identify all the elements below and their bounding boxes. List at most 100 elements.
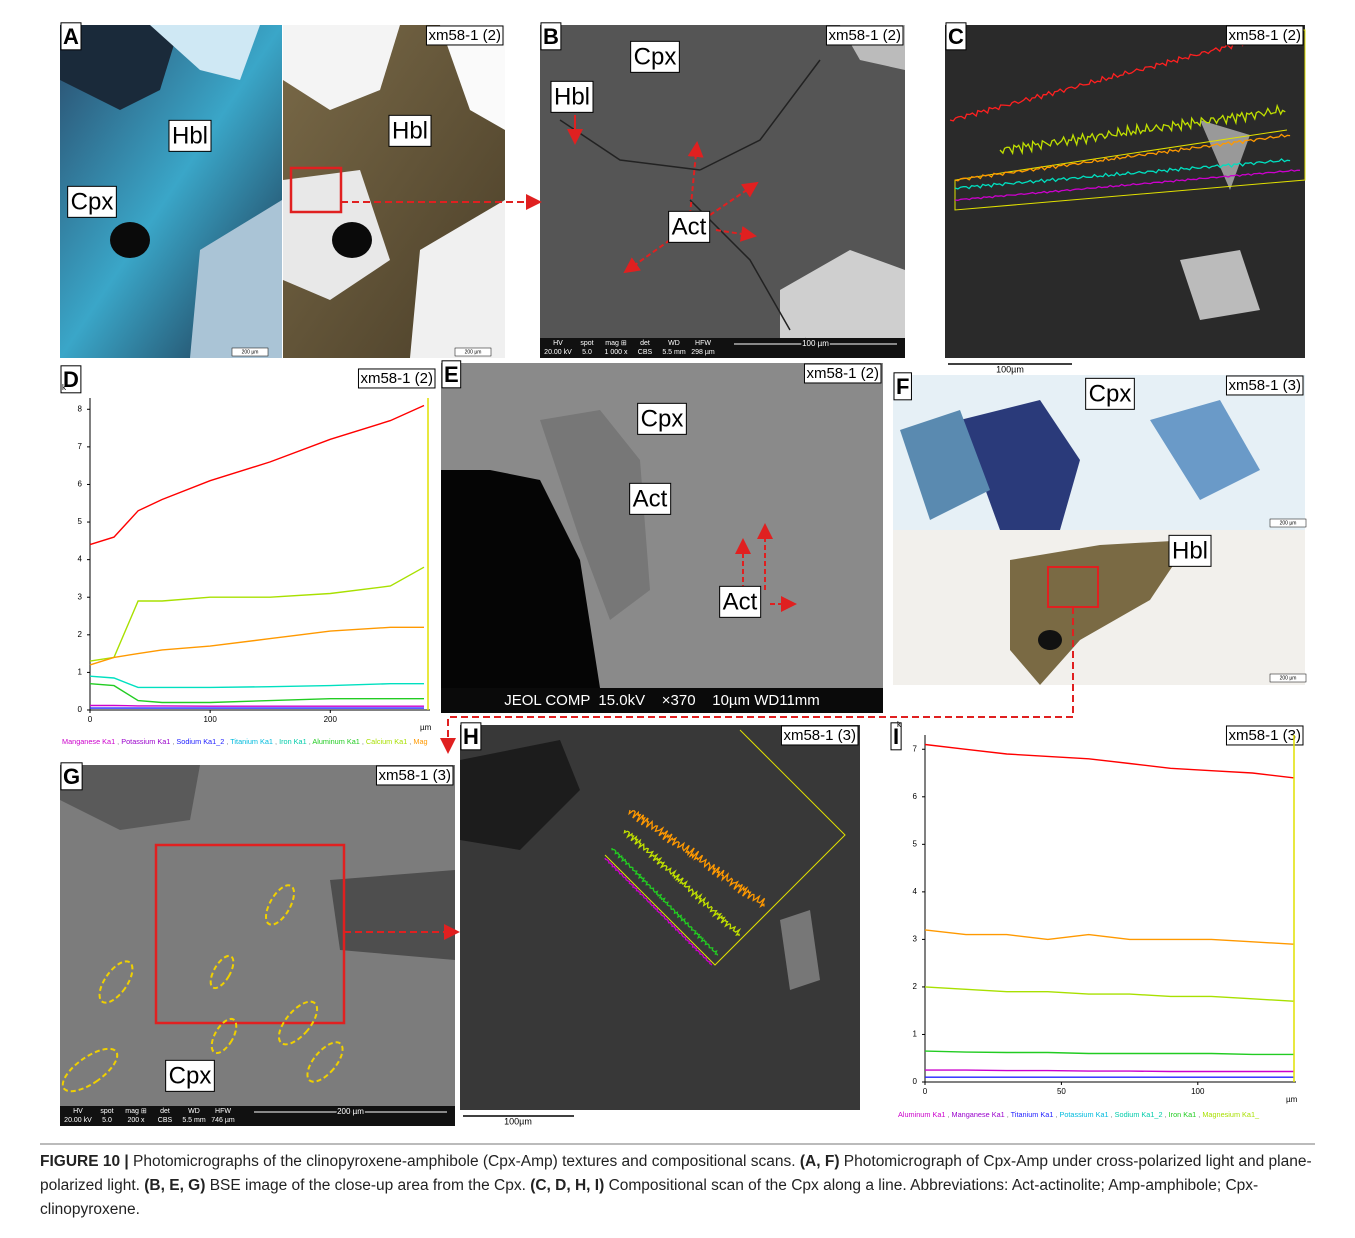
x-tick-label: 100 xyxy=(1191,1087,1205,1096)
info-key: mag ⊞ xyxy=(605,340,627,347)
info-value: 5.5 mm xyxy=(182,1117,206,1124)
legend-entry: Titanium Ka1 xyxy=(1011,1110,1054,1119)
mineral-label: Hbl xyxy=(392,117,428,144)
sample-tag: xm58-1 (3) xyxy=(1228,377,1301,394)
legend-entry: Aluminum Ka1 xyxy=(312,737,359,746)
mineral-label: Act xyxy=(672,213,707,240)
panel-label: H xyxy=(463,724,479,749)
x-axis-label: µm xyxy=(1286,1095,1298,1104)
sample-tag: xm58-1 (3) xyxy=(783,727,856,744)
y-tick-label: 2 xyxy=(78,630,83,639)
scan-line xyxy=(925,1051,1293,1054)
panel-label: G xyxy=(63,764,80,789)
panel-f-image xyxy=(893,375,1305,685)
scan-line xyxy=(925,987,1293,1001)
sample-tag: xm58-1 (2) xyxy=(828,27,901,44)
scale-bar-label: 200 µm xyxy=(242,349,259,355)
mineral-label: Hbl xyxy=(554,83,590,110)
y-tick-label: 1 xyxy=(78,668,83,677)
mineral-label: Cpx xyxy=(634,43,677,70)
info-bar: JEOL COMP 15.0kV ×370 10µm WD11mm xyxy=(504,692,820,709)
mineral-label: Cpx xyxy=(1089,380,1132,407)
info-key: HFW xyxy=(695,340,711,347)
scan-line xyxy=(925,930,1293,944)
caption-segment: (B, E, G) xyxy=(144,1177,205,1194)
legend-entry: Magnesium Ka1_ xyxy=(1202,1110,1260,1119)
info-key: WD xyxy=(668,340,680,347)
caption-segment: (A, F) xyxy=(800,1153,840,1170)
legend-entry: Manganese Ka1 xyxy=(952,1110,1005,1119)
x-tick-label: 200 xyxy=(324,715,338,724)
scale-bar-label: 200 µm xyxy=(1280,675,1297,681)
y-tick-label: 3 xyxy=(913,935,918,944)
y-tick-label: 5 xyxy=(78,517,83,526)
info-value: CBS xyxy=(638,349,653,356)
legend-entry: Calcium Ka1 xyxy=(366,737,407,746)
panel-g-image xyxy=(56,765,455,1126)
scale-bar-label: 200 µm xyxy=(1280,520,1297,526)
x-tick-label: 0 xyxy=(923,1087,928,1096)
legend-entry: Titanium Ka1 xyxy=(230,737,273,746)
panel-label: F xyxy=(896,374,909,399)
figure: Axm58-1 (2)Bxm58-1 (2)Cxm58-1 (2)Dxm58-1… xyxy=(0,0,1355,1238)
legend-entry: Aluminum Ka1 xyxy=(898,1110,945,1119)
info-key: HV xyxy=(553,340,563,347)
y-tick-label: 7 xyxy=(913,744,918,753)
legend-entry: Potassium Ka1 xyxy=(121,737,170,746)
sample-tag: xm58-1 (2) xyxy=(806,365,879,382)
scan-line xyxy=(925,745,1293,778)
scan-line xyxy=(90,676,424,687)
info-key: det xyxy=(160,1108,170,1115)
panel-h-image xyxy=(460,725,860,1116)
info-key: spot xyxy=(580,340,593,347)
info-key: spot xyxy=(100,1108,113,1115)
caption-segment: (C, D, H, I) xyxy=(530,1177,604,1194)
scale-bar-label: 100 µm xyxy=(802,339,829,348)
divider xyxy=(40,1143,1315,1145)
caption-segment: BSE image of the close-up area from the … xyxy=(205,1177,530,1194)
y-tick-label: 5 xyxy=(913,839,918,848)
panel-label: C xyxy=(948,24,964,49)
info-key: WD xyxy=(188,1108,200,1115)
info-value: 5.0 xyxy=(582,349,592,356)
y-tick-label: 0 xyxy=(78,705,83,714)
info-key: mag ⊞ xyxy=(125,1108,147,1115)
info-value: CBS xyxy=(158,1117,173,1124)
info-value: 5.0 xyxy=(102,1117,112,1124)
scale-bar-label: 200 µm xyxy=(465,349,482,355)
info-key: det xyxy=(640,340,650,347)
info-key: HV xyxy=(73,1108,83,1115)
y-tick-label: 4 xyxy=(78,555,83,564)
y-tick-label: 8 xyxy=(78,404,83,413)
scan-line xyxy=(90,627,424,665)
info-value: 298 µm xyxy=(691,349,715,356)
x-axis-label: µm xyxy=(420,723,432,732)
x-tick-label: 50 xyxy=(1057,1087,1066,1096)
sample-tag: xm58-1 (3) xyxy=(1228,727,1301,744)
legend-entry: Sodium Ka1_2 xyxy=(1115,1110,1163,1119)
y-tick-label: 6 xyxy=(78,480,83,489)
panel-a-image xyxy=(60,25,505,358)
legend: Manganese Ka1 , Potassium Ka1 , Sodium K… xyxy=(62,737,428,746)
scan-line xyxy=(925,1070,1293,1071)
legend-entry: Manganese Ka1 xyxy=(62,737,115,746)
info-value: 5.5 mm xyxy=(662,349,686,356)
y-tick-label: 3 xyxy=(78,592,83,601)
info-key: HFW xyxy=(215,1108,231,1115)
x-tick-label: 100 xyxy=(203,715,217,724)
sample-tag: xm58-1 (2) xyxy=(360,370,433,387)
panel-label: B xyxy=(543,24,559,49)
panel-label: E xyxy=(444,362,459,387)
mineral-label: Cpx xyxy=(641,405,684,432)
figure-caption: FIGURE 10 | Photomicrographs of the clin… xyxy=(40,1150,1320,1222)
sample-tag: xm58-1 (2) xyxy=(1228,27,1301,44)
caption-segment: Photomicrographs of the clinopyroxene-am… xyxy=(129,1153,800,1170)
y-tick-label: 1 xyxy=(913,1030,918,1039)
panel-label: A xyxy=(63,24,79,49)
mineral-label: Hbl xyxy=(172,122,208,149)
info-value: 1 000 x xyxy=(605,349,628,356)
scale-bar-label: 100µm xyxy=(996,364,1024,374)
x-tick-label: 0 xyxy=(88,715,93,724)
sample-tag: xm58-1 (3) xyxy=(378,767,451,784)
